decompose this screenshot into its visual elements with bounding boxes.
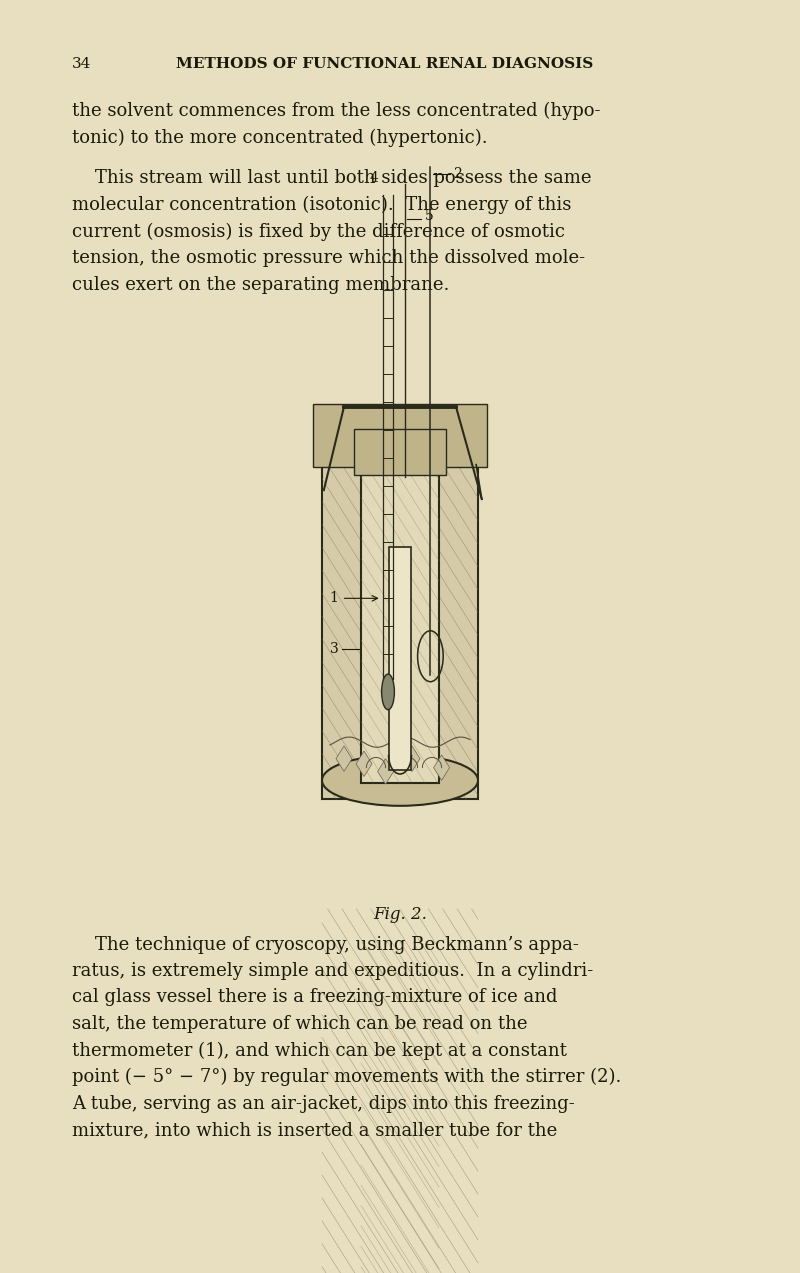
Bar (313, 404, 487, 467)
Text: The technique of cryoscopy, using Beckmann’s appa-
ratus, is extremely simple an: The technique of cryoscopy, using Beckma… (72, 936, 622, 1139)
Ellipse shape (382, 675, 394, 710)
Text: Fig. 2.: Fig. 2. (373, 906, 427, 923)
Text: 3: 3 (330, 643, 338, 656)
Bar (354, 429, 446, 475)
Polygon shape (404, 746, 420, 771)
Text: 4: 4 (369, 172, 378, 186)
Bar (322, 435, 478, 799)
Text: 2: 2 (453, 167, 462, 181)
Polygon shape (356, 751, 372, 777)
Text: This stream will last until both sides possess the same
molecular concentration : This stream will last until both sides p… (72, 169, 591, 294)
Text: METHODS OF FUNCTIONAL RENAL DIAGNOSIS: METHODS OF FUNCTIONAL RENAL DIAGNOSIS (176, 57, 594, 71)
Text: 34: 34 (72, 57, 91, 71)
Polygon shape (336, 746, 352, 771)
Ellipse shape (322, 755, 478, 806)
Text: 1: 1 (329, 592, 338, 605)
Text: 5: 5 (425, 209, 434, 223)
Polygon shape (378, 759, 394, 784)
Text: the solvent commences from the less concentrated (hypo-
tonic) to the more conce: the solvent commences from the less conc… (72, 102, 601, 146)
Polygon shape (434, 755, 450, 780)
Bar (361, 452, 439, 783)
Bar (389, 547, 411, 770)
